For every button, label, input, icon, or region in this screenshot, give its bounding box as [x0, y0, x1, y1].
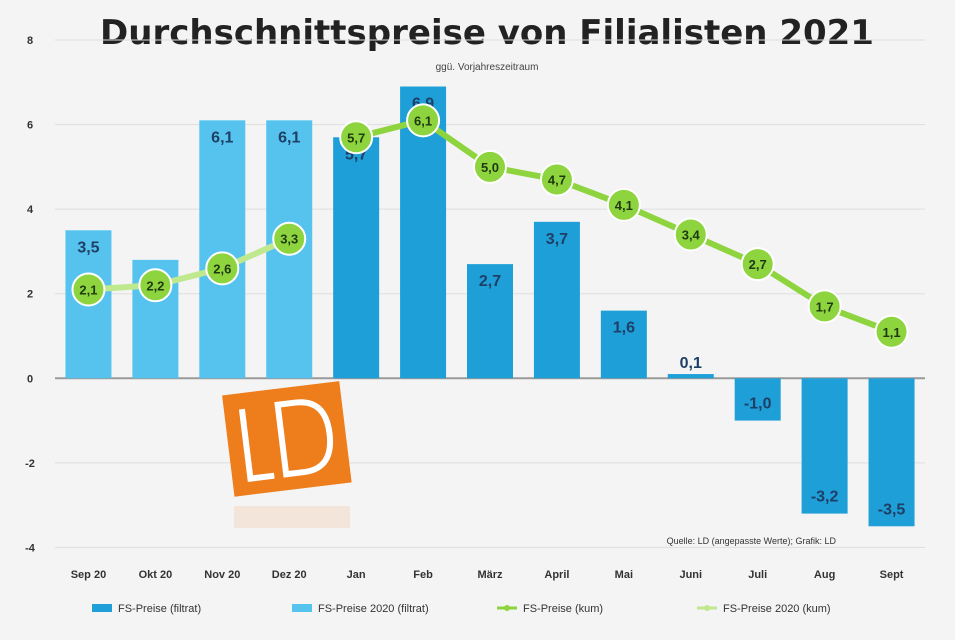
legend-label: FS-Preise 2020 (filtrat) [318, 603, 429, 615]
line-point [71, 272, 106, 307]
bar-value-label: 3,5 [77, 239, 99, 256]
legend-label: FS-Preise (filtrat) [118, 603, 201, 615]
line-point [539, 162, 574, 197]
line-point [339, 120, 374, 155]
chart-title: Durchschnittspreise von Filialisten 2021 [100, 13, 874, 53]
point-value-label: 2,7 [749, 257, 767, 272]
point-value-label: 1,7 [816, 299, 834, 314]
lines: 5,7 6,1 5,0 4,7 4,1 3,4 2,7 1,7 1,1 2,1 2,2 2,6 3,3 [71, 103, 909, 349]
bar-value-label: 1,6 [613, 320, 635, 337]
y-tick-label: 2 [27, 289, 33, 301]
point-value-label: 4,7 [548, 173, 566, 188]
point-value-label: 4,1 [615, 198, 633, 213]
bar [467, 264, 513, 379]
line-point [272, 221, 307, 256]
bar-value-label: 0,1 [680, 355, 702, 372]
line-point [874, 314, 909, 349]
y-tick-label: -4 [25, 542, 36, 554]
line-point [406, 103, 441, 138]
x-tick-label: Sept [880, 569, 904, 581]
x-tick-label: Feb [413, 569, 433, 581]
point-value-label: 6,1 [414, 113, 432, 128]
bar-value-label: 6,1 [278, 129, 300, 146]
point-value-label: 2,1 [79, 282, 97, 297]
logo-letter-d [274, 399, 334, 478]
y-axis: 8 6 4 2 0 -2 -4 [25, 35, 36, 554]
x-tick-label: März [477, 569, 503, 581]
chart-subtitle: ggü. Vorjahreszeitraum [436, 62, 539, 73]
logo-reflection [234, 506, 350, 528]
line-point [138, 268, 173, 303]
y-tick-label: 6 [27, 120, 33, 132]
ld-logo [222, 381, 352, 528]
y-tick-label: 8 [27, 35, 33, 47]
x-tick-label: Sep 20 [71, 569, 106, 581]
x-tick-label: Jan [347, 569, 366, 581]
x-tick-label: Juni [679, 569, 702, 581]
line-point [606, 187, 641, 222]
x-tick-label: Mai [615, 569, 633, 581]
line-point [673, 217, 708, 252]
point-value-label: 3,3 [280, 232, 298, 247]
bar [600, 310, 647, 379]
legend-swatch [92, 604, 112, 612]
bar [333, 137, 380, 379]
line-point [205, 251, 240, 286]
x-tick-label: Juli [748, 569, 767, 581]
legend-swatch-dot [704, 605, 710, 611]
bar [667, 374, 714, 379]
legend: FS-Preise (filtrat) FS-Preise 2020 (filtr… [92, 603, 831, 615]
x-tick-label: Aug [814, 569, 835, 581]
x-tick-label: April [544, 569, 569, 581]
point-value-label: 2,6 [213, 261, 231, 276]
bar-value-label: -1,0 [744, 396, 772, 413]
point-value-label: 5,7 [347, 130, 365, 145]
source-note: Quelle: LD (angepasste Werte); Grafik: L… [667, 536, 837, 546]
legend-label: FS-Preise (kum) [523, 603, 603, 615]
x-tick-label: Nov 20 [204, 569, 240, 581]
bar-value-label: -3,5 [878, 501, 906, 518]
point-value-label: 2,2 [146, 278, 164, 293]
bar [868, 378, 915, 527]
bar-value-label: 3,7 [546, 231, 568, 248]
x-tick-label: Okt 20 [139, 569, 173, 581]
legend-label: FS-Preise 2020 (kum) [723, 603, 831, 615]
point-value-label: 3,4 [682, 228, 701, 243]
y-tick-label: 4 [27, 204, 34, 216]
line-point [807, 289, 842, 324]
series-line [88, 235, 291, 293]
point-value-label: 5,0 [481, 160, 499, 175]
logo-letter-l [238, 408, 275, 482]
bar [533, 221, 580, 379]
bar-value-label: -3,2 [811, 489, 839, 506]
x-tick-label: Dez 20 [272, 569, 307, 581]
line-point [473, 149, 507, 184]
legend-swatch [292, 604, 312, 612]
bar [801, 378, 848, 514]
y-tick-label: -2 [25, 458, 35, 470]
bar-value-label: 6,1 [211, 129, 233, 146]
point-value-label: 1,1 [882, 325, 900, 340]
y-tick-label: 0 [27, 373, 33, 385]
legend-swatch-dot [504, 605, 510, 611]
bar-value-label: 2,7 [479, 273, 501, 290]
x-axis: Sep 20 Okt 20 Nov 20 Dez 20 Jan Feb März April M… [71, 569, 904, 581]
line-point [740, 247, 775, 282]
bars: 5,76,92,73,71,60,1-1,0-3,2-3,53,52,86,16… [65, 86, 915, 527]
bar [199, 120, 246, 379]
bar [734, 378, 781, 421]
